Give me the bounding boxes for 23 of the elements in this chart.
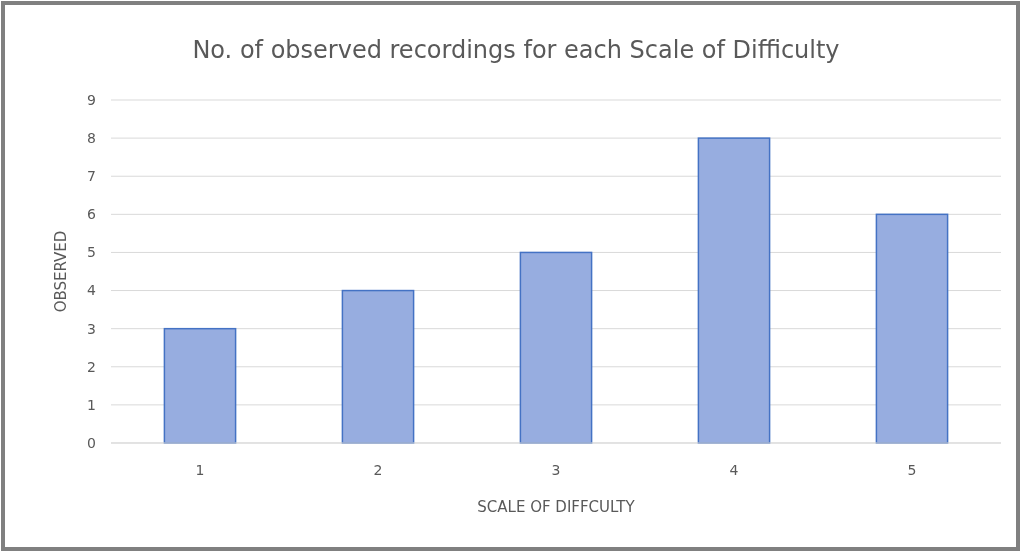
x-tick-label: 2 xyxy=(373,462,383,478)
y-tick-label: 4 xyxy=(87,282,97,299)
bar xyxy=(341,289,415,444)
bar xyxy=(519,251,593,444)
y-tick-label: 6 xyxy=(87,206,97,223)
bar xyxy=(163,327,237,444)
x-tick-label: 4 xyxy=(729,462,739,478)
y-tick-label: 9 xyxy=(87,91,96,108)
y-axis-title: OBSERVED xyxy=(52,230,70,313)
x-axis-title: SCALE OF DIFFCULTY xyxy=(477,498,636,516)
x-tick-label: 5 xyxy=(907,462,917,478)
y-tick-label: 8 xyxy=(87,130,96,147)
y-tick-label: 5 xyxy=(87,244,96,261)
y-tick-label: 0 xyxy=(87,434,96,451)
y-tick-label: 2 xyxy=(87,358,96,375)
x-tick-label: 3 xyxy=(551,462,561,478)
x-tick-label: 1 xyxy=(195,462,205,478)
y-tick-label: 7 xyxy=(87,168,96,185)
bar xyxy=(697,137,771,444)
bar xyxy=(875,213,949,444)
chart-title: No. of observed recordings for each Scale of Difficulty xyxy=(192,36,840,64)
y-tick-label: 1 xyxy=(87,396,96,413)
y-tick-label: 3 xyxy=(87,320,96,337)
